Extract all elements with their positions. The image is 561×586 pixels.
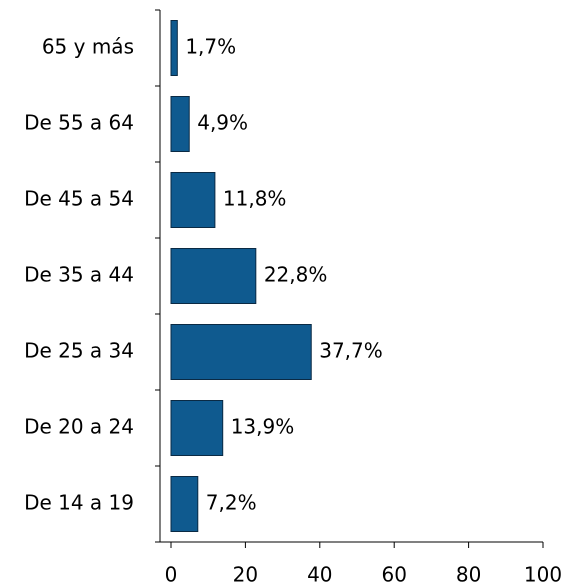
y-tick-label: 65 y más	[42, 35, 134, 59]
bar	[170, 324, 312, 380]
y-tick-label: De 35 a 44	[24, 263, 134, 287]
value-label: 37,7%	[319, 339, 383, 363]
value-label: 13,9%	[231, 415, 295, 439]
y-tick-label: De 20 a 24	[24, 415, 134, 439]
bar	[170, 20, 178, 76]
x-tick-label: 40	[307, 563, 332, 586]
bar	[170, 400, 224, 456]
y-tick-label: De 45 a 54	[24, 187, 134, 211]
x-tick-label: 80	[456, 563, 481, 586]
y-tick-label: De 14 a 19	[24, 491, 134, 515]
y-tick-label: De 25 a 34	[24, 339, 134, 363]
value-label: 4,9%	[197, 111, 248, 135]
bar	[170, 248, 257, 304]
value-label: 7,2%	[206, 491, 257, 515]
x-tick-label: 20	[233, 563, 258, 586]
value-label: 1,7%	[185, 35, 236, 59]
x-tick-label: 60	[381, 563, 406, 586]
x-tick-label: 0	[165, 563, 178, 586]
value-label: 11,8%	[223, 187, 287, 211]
value-label: 22,8%	[264, 263, 328, 287]
y-tick-label: De 55 a 64	[24, 111, 134, 135]
bar	[170, 476, 199, 532]
x-tick-label: 100	[524, 563, 561, 586]
bar	[170, 96, 190, 152]
bar	[170, 172, 216, 228]
